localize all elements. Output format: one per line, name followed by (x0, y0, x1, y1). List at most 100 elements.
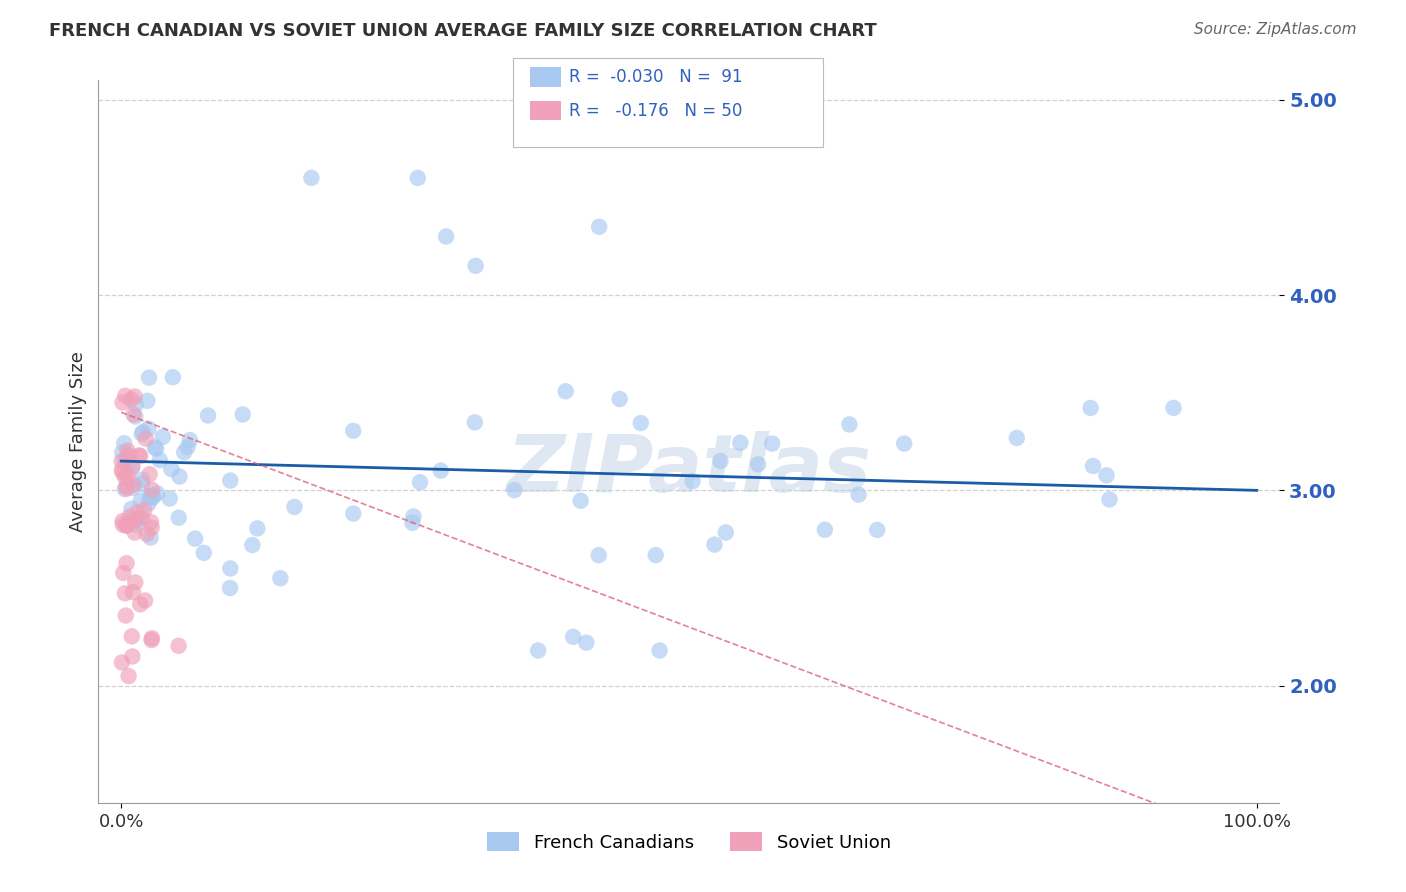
Point (115, 556, 138, 570)
Point (283, 500, 305, 514)
Point (299, 170, 322, 185)
Point (138, 422, 160, 436)
Point (730, 435, 752, 450)
Point (562, 630, 585, 644)
Point (219, 561, 242, 575)
Point (246, 521, 269, 535)
Point (160, 462, 183, 476)
Point (117, 467, 139, 482)
Point (173, 445, 195, 459)
Point (124, 525, 146, 540)
Point (866, 523, 889, 537)
Point (131, 473, 153, 487)
Point (121, 629, 143, 643)
Point (124, 513, 146, 527)
Point (124, 409, 146, 424)
Point (111, 395, 134, 409)
Point (430, 464, 453, 478)
Point (114, 586, 136, 600)
Point (146, 486, 169, 500)
Point (115, 482, 138, 496)
Point (121, 649, 143, 664)
Point (761, 436, 783, 450)
Point (143, 440, 166, 454)
Point (630, 416, 652, 430)
Point (714, 525, 737, 540)
Point (1080, 401, 1102, 415)
Point (117, 669, 139, 683)
Point (139, 531, 162, 545)
Point (527, 643, 550, 657)
Point (1163, 401, 1185, 415)
Point (128, 448, 150, 462)
Point (114, 389, 136, 403)
Point (121, 459, 143, 474)
Point (1005, 431, 1028, 445)
Point (139, 489, 162, 503)
Point (142, 491, 165, 505)
Point (122, 481, 145, 495)
Point (848, 488, 870, 502)
Point (114, 482, 136, 496)
Point (554, 384, 576, 399)
Point (117, 443, 139, 458)
Point (167, 639, 190, 653)
Point (111, 445, 134, 459)
Point (125, 506, 148, 520)
Point (118, 449, 141, 463)
Point (120, 392, 142, 407)
Point (342, 507, 364, 521)
Point (141, 631, 163, 645)
Point (115, 479, 138, 493)
Point (114, 454, 136, 468)
Point (152, 430, 174, 444)
Point (406, 170, 429, 185)
Point (703, 538, 725, 552)
Point (129, 493, 152, 508)
Point (131, 426, 153, 441)
Point (169, 469, 191, 483)
Point (111, 465, 134, 479)
Point (142, 489, 165, 503)
Point (136, 393, 159, 408)
Point (342, 424, 364, 438)
Point (464, 415, 486, 429)
Point (121, 501, 143, 516)
Point (434, 229, 457, 244)
Point (141, 483, 163, 497)
Text: R =   -0.176   N = 50: R = -0.176 N = 50 (569, 102, 742, 120)
Point (138, 370, 160, 384)
Point (111, 514, 134, 528)
Point (114, 470, 136, 484)
Point (112, 436, 135, 450)
Point (219, 581, 242, 595)
Point (747, 458, 769, 472)
Point (409, 475, 432, 490)
Point (145, 442, 167, 456)
Point (131, 476, 153, 491)
Point (134, 593, 156, 607)
Point (838, 417, 860, 432)
Point (167, 510, 190, 524)
Point (141, 490, 163, 504)
Text: ZIPatlas: ZIPatlas (506, 432, 872, 509)
Point (118, 516, 141, 530)
Point (184, 532, 207, 546)
Point (138, 467, 160, 482)
Point (135, 527, 157, 541)
Point (644, 548, 666, 562)
Point (131, 510, 153, 524)
Point (122, 477, 145, 491)
Point (176, 440, 198, 454)
Point (588, 548, 610, 562)
Text: FRENCH CANADIAN VS SOVIET UNION AVERAGE FAMILY SIZE CORRELATION CHART: FRENCH CANADIAN VS SOVIET UNION AVERAGE … (49, 22, 877, 40)
Point (197, 409, 219, 423)
Point (114, 608, 136, 623)
Point (159, 491, 181, 506)
Point (111, 656, 134, 670)
Point (138, 497, 160, 511)
Point (179, 433, 201, 447)
Point (219, 474, 242, 488)
Point (1081, 458, 1104, 473)
Point (112, 566, 135, 580)
